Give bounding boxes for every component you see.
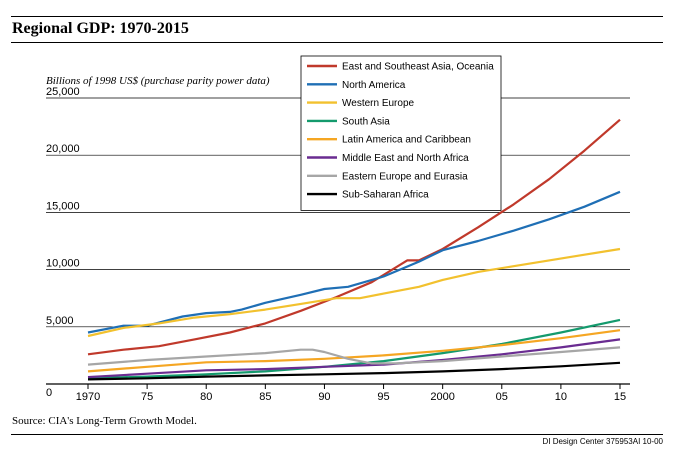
series-lines <box>87 118 621 381</box>
series-line-3 <box>87 318 621 380</box>
legend-label: Eastern Europe and Eurasia <box>342 171 468 182</box>
x-tick-label: 85 <box>259 391 271 403</box>
series-line-5 <box>87 338 621 379</box>
source-note: Source: CIA's Long-Term Growth Model. <box>12 415 197 427</box>
x-tick-labels: 1970 75 80 85 90 95 2000 05 10 15 <box>76 384 626 403</box>
legend-label: Middle East and North Africa <box>342 153 469 164</box>
legend-label: Latin America and Caribbean <box>342 135 471 146</box>
series-line-6 <box>87 346 621 366</box>
y-tick-label: 25,000 <box>46 86 80 98</box>
legend-label: Western Europe <box>342 98 415 109</box>
x-tick-label: 2000 <box>430 391 454 403</box>
legend-label: East and Southeast Asia, Oceania <box>342 62 494 73</box>
title-rule <box>11 42 663 43</box>
series-line-0 <box>87 118 621 356</box>
x-tick-label: 05 <box>496 391 508 403</box>
legend-label: North America <box>342 80 406 91</box>
top-rule <box>11 16 663 17</box>
x-tick-label: 75 <box>141 391 153 403</box>
y-axis-label: Billions of 1998 US$ (purchase parity po… <box>46 75 270 87</box>
x-tick-label: 90 <box>318 391 330 403</box>
legend: East and Southeast Asia, Oceania North Am… <box>300 55 502 211</box>
series-line-7 <box>87 361 621 381</box>
chart-title: Regional GDP: 1970-2015 <box>12 20 189 37</box>
series-line-2 <box>87 247 621 338</box>
x-tick-label: 10 <box>555 391 567 403</box>
legend-box <box>300 55 502 211</box>
legend-label: South Asia <box>342 116 390 127</box>
series-line-4 <box>87 329 621 373</box>
y-tick-label: 15,000 <box>46 200 80 212</box>
y-tick-label: 0 <box>46 387 52 399</box>
x-tick-label: 95 <box>377 391 389 403</box>
credit-line: DI Design Center 375953AI 10-00 <box>542 437 663 446</box>
y-tick-label: 10,000 <box>46 258 80 270</box>
y-tick-label: 20,000 <box>46 143 80 155</box>
bottom-rule <box>11 434 663 435</box>
x-tick-label: 1970 <box>76 391 100 403</box>
legend-label: Sub-Saharan Africa <box>342 190 429 201</box>
x-tick-label: 80 <box>200 391 212 403</box>
series-line-1 <box>87 190 621 334</box>
x-tick-label: 15 <box>614 391 626 403</box>
y-tick-label: 5,000 <box>46 315 74 327</box>
y-tick-labels: 0 5,000 10,000 15,000 20,000 25,000 <box>46 86 80 399</box>
